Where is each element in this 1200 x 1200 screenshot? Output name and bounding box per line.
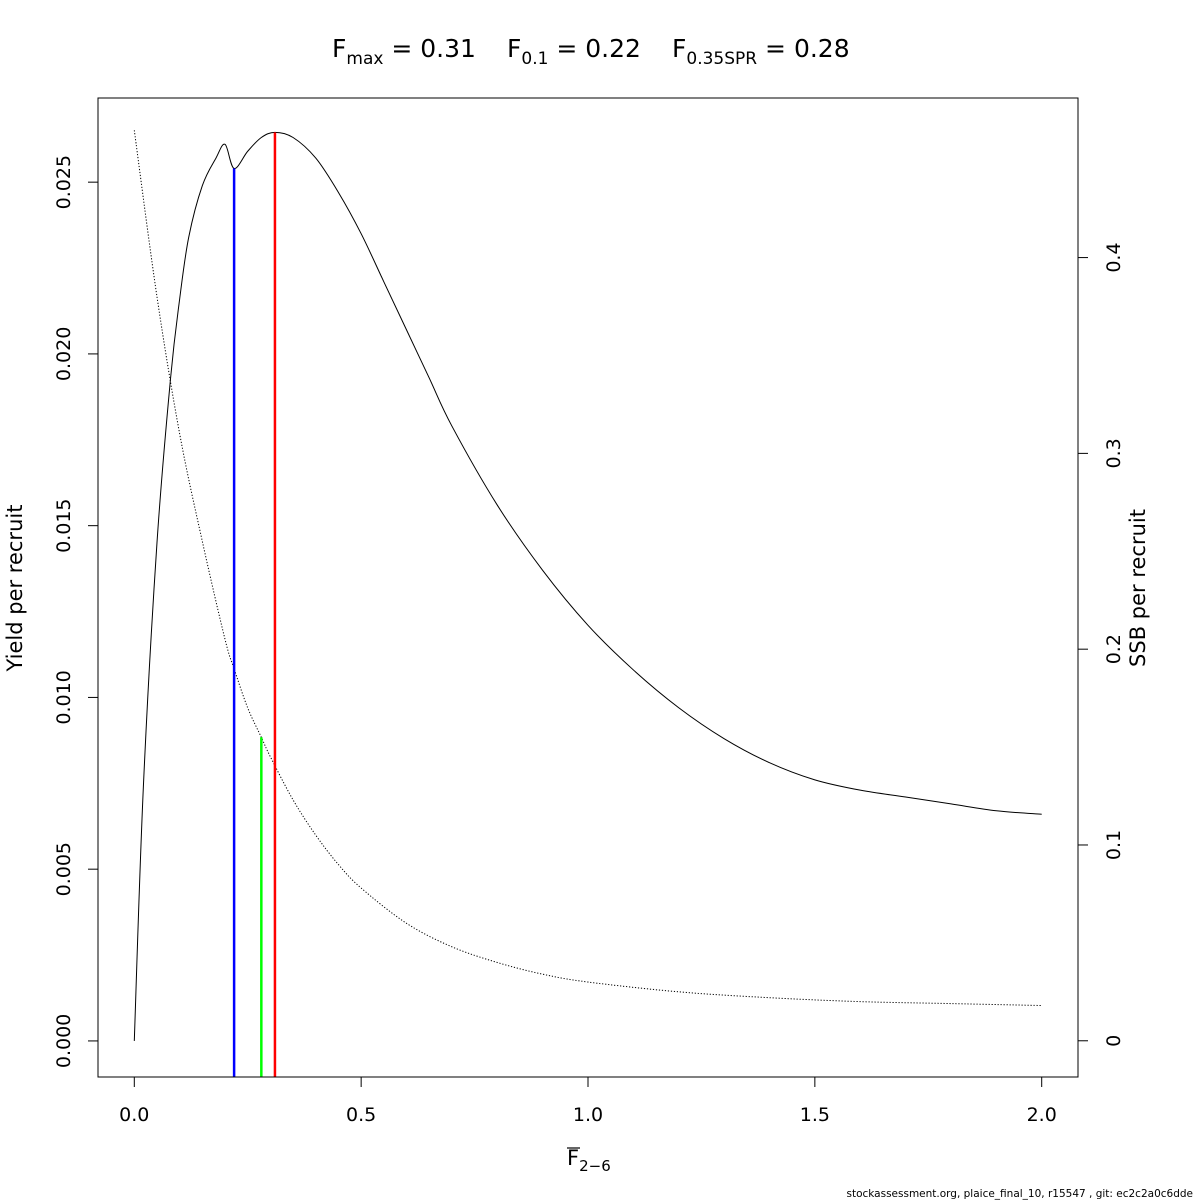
y2-tick-label: 0.3	[1103, 438, 1125, 468]
y-axis-left: 0.000 0.005 0.010 0.015 0.020 0.025	[53, 155, 98, 1068]
title-fmax: Fmax = 0.31	[332, 34, 476, 69]
y-tick-label: 0.025	[53, 155, 75, 209]
chart-title: Fmax = 0.31 F0.1 = 0.22 F0.35SPR = 0.28	[332, 34, 850, 69]
y-tick-label: 0.000	[53, 1014, 75, 1068]
plot-frame	[97, 97, 1079, 1078]
y2-tick-label: 0	[1103, 1035, 1125, 1047]
y-tick-label: 0.005	[53, 842, 75, 896]
x-tick-label: 2.0	[1027, 1104, 1057, 1126]
ssb-per-recruit-curve	[133, 130, 1042, 1007]
y2-axis-title: SSB per recruit	[1126, 509, 1150, 667]
yield-per-recruit-curve	[133, 131, 1042, 1041]
title-f035spr: F0.35SPR = 0.28	[672, 34, 850, 69]
footer-credit: stockassessment.org, plaice_final_10, r1…	[846, 1188, 1193, 1200]
y-tick-label: 0.010	[53, 670, 75, 724]
x-axis: 0.0 0.5 1.0 1.5 2.0	[119, 1076, 1057, 1126]
title-f01: F0.1 = 0.22	[507, 34, 641, 69]
y2-tick-label: 0.1	[1103, 830, 1125, 860]
x-tick-label: 1.0	[573, 1104, 603, 1126]
x-axis-title: F2−6	[567, 1146, 611, 1175]
y2-tick-label: 0.2	[1103, 634, 1125, 664]
y-tick-label: 0.020	[53, 327, 75, 381]
y-axis-right: 0 0.1 0.2 0.3 0.4	[1078, 242, 1125, 1047]
x-tick-label: 0.5	[346, 1104, 376, 1126]
y-tick-label: 0.015	[53, 498, 75, 552]
x-tick-label: 1.5	[800, 1104, 830, 1126]
x-tick-label: 0.0	[119, 1104, 149, 1126]
y-axis-title: Yield per recruit	[3, 505, 27, 673]
y2-tick-label: 0.4	[1103, 242, 1125, 272]
